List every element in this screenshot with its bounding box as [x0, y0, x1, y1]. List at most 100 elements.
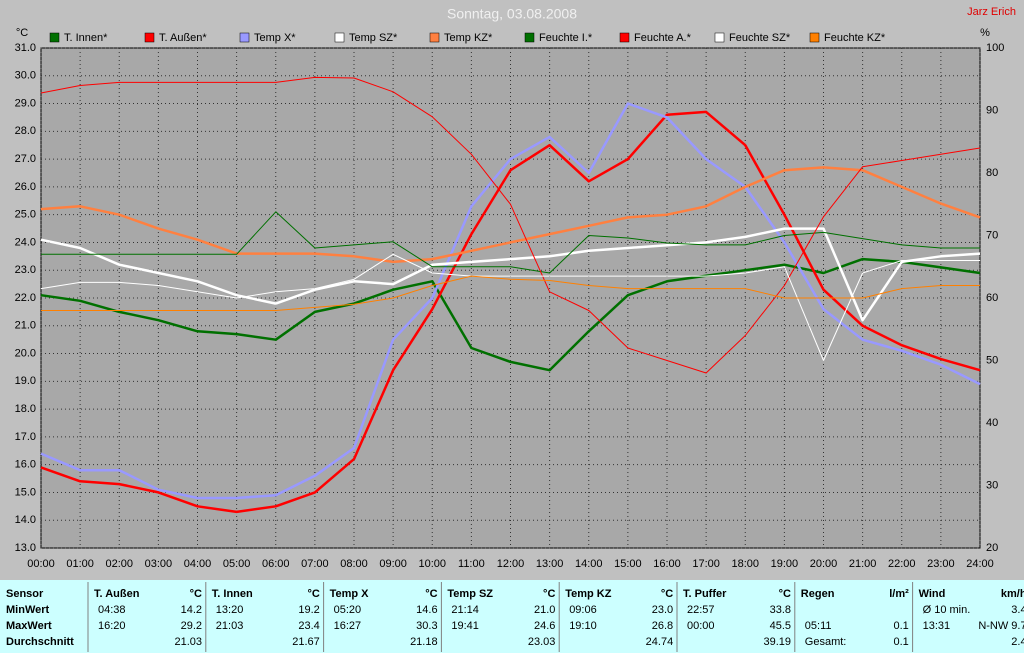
cell-value: 14.2	[181, 604, 202, 616]
cell-value: 19.2	[298, 604, 319, 616]
legend-label: Temp X*	[254, 32, 296, 44]
cell-time: Gesamt:	[805, 636, 847, 648]
group-unit: °C	[779, 588, 791, 600]
x-tick-label: 20:00	[810, 558, 838, 570]
row-label: Durchschnitt	[6, 636, 74, 648]
cell-time: 05:20	[334, 604, 362, 616]
cell-value: 23.4	[298, 620, 319, 632]
y2-tick-label: 70	[986, 229, 998, 241]
cell-time: 21:14	[451, 604, 479, 616]
y2-tick-label: 50	[986, 354, 998, 366]
cell-time: 22:57	[687, 604, 715, 616]
y-tick-label: 21.0	[15, 320, 36, 332]
group-name: Temp X	[330, 588, 370, 600]
x-tick-label: 18:00	[731, 558, 759, 570]
group-unit: l/m²	[889, 588, 909, 600]
x-tick-label: 21:00	[849, 558, 877, 570]
y-tick-label: 31.0	[15, 42, 36, 54]
x-tick-label: 12:00	[497, 558, 525, 570]
series-line	[40, 166, 981, 264]
series-line	[40, 253, 980, 361]
x-tick-label: 08:00	[340, 558, 368, 570]
cell-time: 13:31	[923, 620, 951, 632]
cell-value: 24.74	[646, 636, 674, 648]
group-name: Regen	[801, 588, 835, 600]
cell-value: 2.4	[1011, 636, 1024, 648]
y-tick-label: 18.0	[15, 403, 36, 415]
y-axis-unit: °C	[16, 27, 28, 39]
y-tick-label: 19.0	[15, 375, 36, 387]
cell-value: 26.8	[652, 620, 673, 632]
cell-value: 14.6	[416, 604, 437, 616]
legend-swatch	[619, 32, 630, 43]
x-tick-label: 00:00	[27, 558, 55, 570]
group-name: T. Außen	[94, 588, 140, 600]
cell-time: 00:00	[687, 620, 715, 632]
cell-value: 29.2	[181, 620, 202, 632]
cell-value: N-NW 9.7	[978, 620, 1024, 632]
y-tick-label: 22.0	[15, 292, 36, 304]
table-header: Sensor	[6, 588, 44, 600]
cell-time: 19:41	[451, 620, 479, 632]
series-line	[40, 110, 981, 514]
cell-time: 16:20	[98, 620, 126, 632]
legend-swatch	[429, 32, 440, 43]
legend-label: T. Innen*	[64, 32, 108, 44]
group-unit: °C	[307, 588, 319, 600]
cell-time: 13:20	[216, 604, 244, 616]
row-label: MaxWert	[6, 620, 52, 632]
y2-tick-label: 30	[986, 479, 998, 491]
cell-value: 24.6	[534, 620, 555, 632]
stats-table-bg	[0, 580, 1024, 653]
series-line	[40, 102, 981, 500]
x-tick-label: 11:00	[458, 558, 485, 570]
y2-tick-label: 90	[986, 104, 998, 116]
legend-label: Feuchte KZ*	[824, 32, 886, 44]
x-tick-label: 02:00	[105, 558, 133, 570]
x-tick-label: 16:00	[653, 558, 681, 570]
x-tick-label: 05:00	[223, 558, 251, 570]
legend-label: Feuchte I.*	[539, 32, 593, 44]
group-name: T. Puffer	[683, 588, 727, 600]
cell-value: 21.03	[174, 636, 202, 648]
y-tick-label: 16.0	[15, 459, 36, 471]
y2-axis-unit: %	[980, 27, 990, 39]
series-line	[41, 211, 980, 274]
cell-value: 45.5	[770, 620, 791, 632]
legend-label: Feuchte A.*	[634, 32, 692, 44]
x-tick-label: 13:00	[536, 558, 564, 570]
row-label: MinWert	[6, 604, 50, 616]
x-tick-label: 03:00	[145, 558, 173, 570]
y-tick-label: 24.0	[15, 236, 36, 248]
x-tick-label: 22:00	[888, 558, 916, 570]
group-unit: °C	[190, 588, 202, 600]
y-tick-label: 14.0	[15, 514, 36, 526]
x-tick-label: 15:00	[614, 558, 642, 570]
cell-value: 0.1	[894, 620, 909, 632]
y2-tick-label: 20	[986, 542, 998, 554]
x-tick-label: 10:00	[418, 558, 446, 570]
group-unit: °C	[425, 588, 437, 600]
x-tick-label: 09:00	[379, 558, 407, 570]
x-tick-label: 23:00	[927, 558, 955, 570]
legend-swatch	[239, 32, 250, 43]
y-tick-label: 13.0	[15, 542, 36, 554]
cell-time: 05:11	[805, 620, 832, 632]
x-tick-label: 01:00	[66, 558, 94, 570]
series-line	[40, 257, 981, 372]
x-tick-label: 07:00	[301, 558, 329, 570]
group-unit: °C	[661, 588, 673, 600]
cell-time: 19:10	[569, 620, 597, 632]
legend-swatch	[809, 32, 820, 43]
cell-time: 09:06	[569, 604, 597, 616]
cell-value: 3.4	[1011, 604, 1024, 616]
y-tick-label: 17.0	[15, 431, 36, 443]
group-unit: °C	[543, 588, 555, 600]
legend-swatch	[524, 32, 535, 43]
x-tick-label: 14:00	[575, 558, 603, 570]
cell-time: 21:03	[216, 620, 244, 632]
legend-label: Feuchte SZ*	[729, 32, 791, 44]
cell-value: 0.1	[894, 636, 909, 648]
series-line	[40, 76, 981, 374]
cell-value: 21.67	[292, 636, 320, 648]
